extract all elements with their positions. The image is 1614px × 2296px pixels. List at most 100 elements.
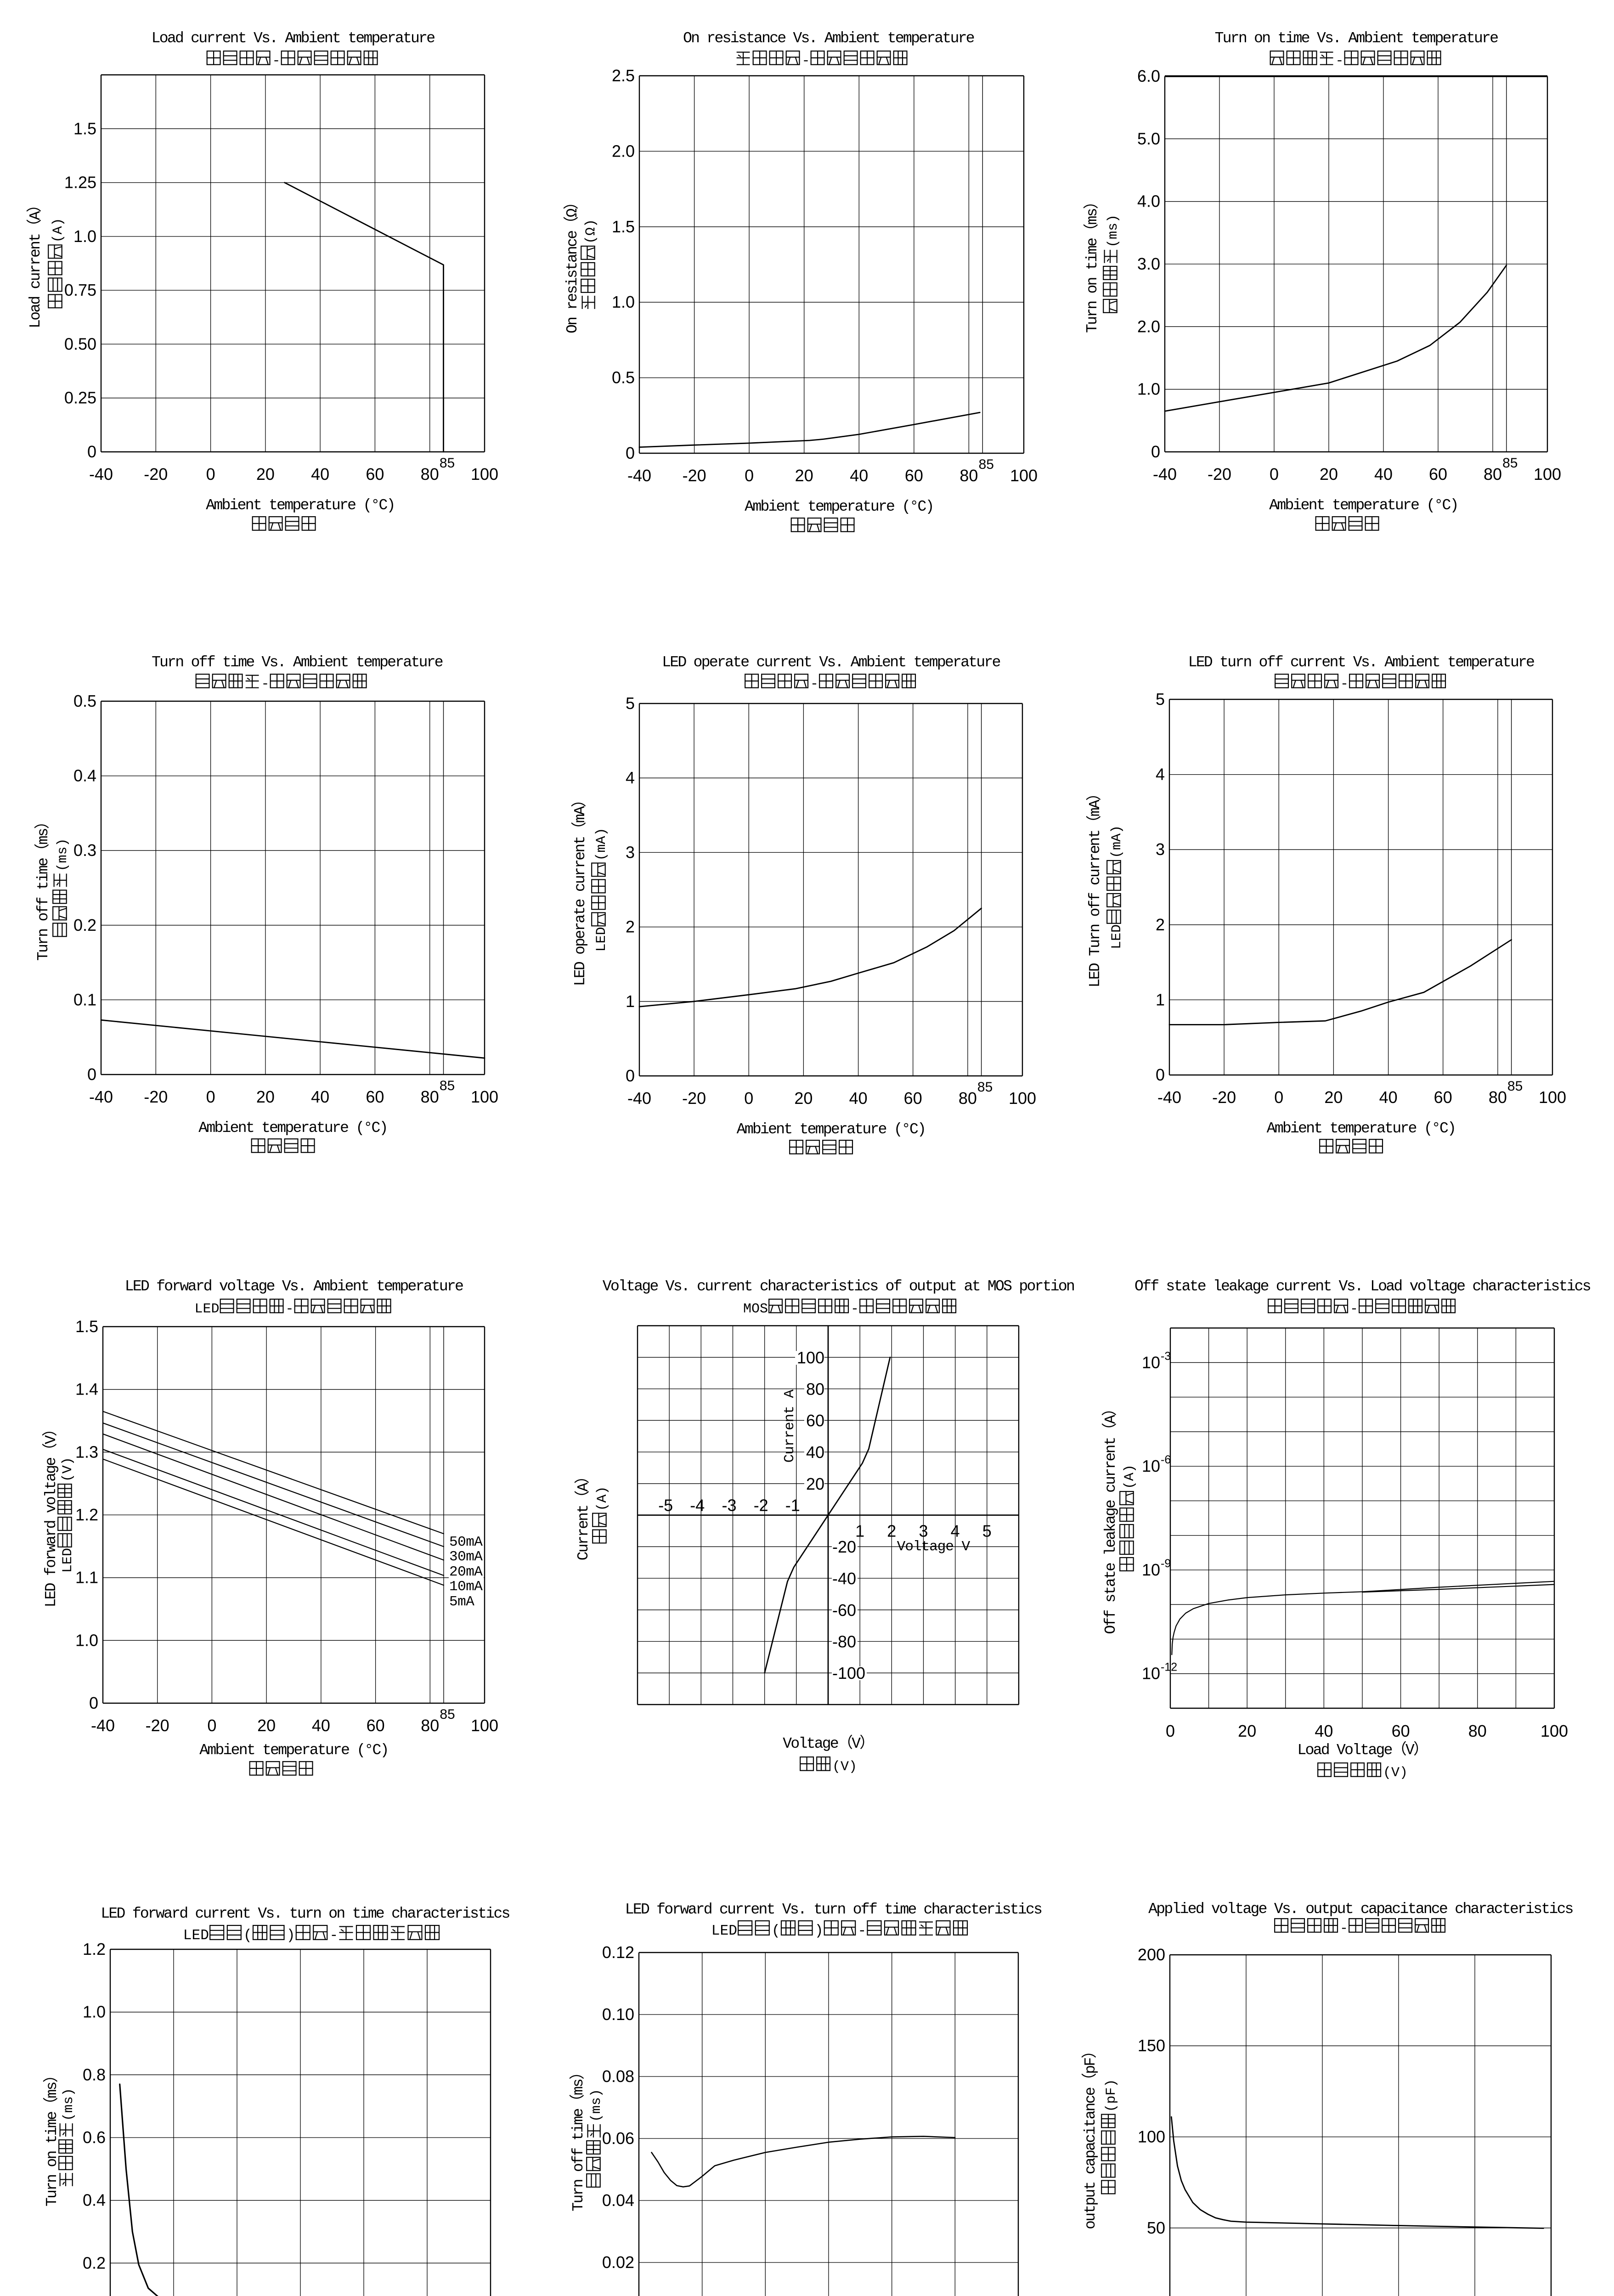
svg-text:0: 0 (1156, 1065, 1165, 1084)
svg-text:4: 4 (951, 1522, 960, 1541)
svg-text:85: 85 (977, 1080, 993, 1095)
svg-text:2.0: 2.0 (1137, 317, 1160, 336)
svg-text:200: 200 (1138, 1945, 1165, 1964)
svg-text:100: 100 (1138, 2127, 1165, 2146)
svg-text:6.0: 6.0 (1137, 67, 1160, 85)
svg-text:(ms): (ms) (61, 2088, 77, 2121)
svg-text:-20: -20 (682, 1089, 706, 1108)
svg-text:100: 100 (797, 1348, 824, 1367)
svg-text:(mA): (mA) (594, 827, 609, 861)
svg-text:100: 100 (1539, 1088, 1566, 1107)
svg-text:0.5: 0.5 (73, 692, 96, 710)
svg-text:-: - (272, 53, 281, 69)
svg-text:-40: -40 (1157, 1088, 1181, 1107)
svg-text:-: - (1350, 1301, 1358, 1317)
svg-text:(pF): (pF) (1104, 2079, 1119, 2112)
svg-text:(A): (A) (51, 218, 66, 242)
svg-text:1.0: 1.0 (73, 227, 96, 246)
svg-text:1.0: 1.0 (1137, 380, 1160, 399)
svg-text:20: 20 (806, 1474, 824, 1493)
svg-text:LED: LED (60, 1548, 76, 1573)
svg-text:80: 80 (421, 465, 439, 484)
svg-text:(: ( (772, 1923, 780, 1939)
svg-text:Load current（A）: Load current（A） (27, 198, 44, 328)
svg-text:20: 20 (795, 466, 813, 485)
svg-text:-: - (330, 1928, 339, 1944)
svg-text:0.12: 0.12 (602, 1943, 634, 1962)
svg-text:10: 10 (1142, 1664, 1160, 1683)
svg-text:LED Turn off current（mA）: LED Turn off current（mA） (1086, 787, 1104, 988)
svg-text:-3: -3 (1161, 1350, 1171, 1362)
svg-text:-20: -20 (683, 466, 706, 485)
svg-text:-6: -6 (1161, 1453, 1171, 1466)
svg-text:Turn on time（ms）: Turn on time（ms） (1084, 195, 1101, 333)
svg-text:85: 85 (440, 1078, 455, 1093)
svg-text:1: 1 (1156, 990, 1165, 1009)
svg-text:Voltage（V）: Voltage（V） (783, 1735, 873, 1752)
svg-text:-: - (802, 53, 810, 69)
svg-text:0.2: 0.2 (83, 2253, 106, 2272)
svg-text:LED: LED (711, 1923, 737, 1939)
svg-text:40: 40 (806, 1443, 824, 1462)
svg-text:-20: -20 (832, 1537, 856, 1556)
svg-text:60: 60 (366, 1087, 384, 1106)
svg-text:0.8: 0.8 (83, 2065, 106, 2084)
svg-text:100: 100 (1009, 1089, 1036, 1108)
svg-text:0: 0 (87, 442, 96, 461)
svg-text:60: 60 (1429, 465, 1447, 484)
svg-text:5: 5 (982, 1522, 992, 1541)
svg-text:85: 85 (440, 1707, 455, 1722)
svg-text:0.4: 0.4 (73, 766, 96, 785)
svg-text:0: 0 (207, 1716, 216, 1735)
svg-text:2.5: 2.5 (612, 66, 635, 85)
svg-text:3.0: 3.0 (1137, 254, 1160, 273)
svg-text:-20: -20 (1208, 465, 1231, 484)
svg-text:40: 40 (850, 466, 868, 485)
svg-text:60: 60 (905, 466, 923, 485)
svg-text:60: 60 (1392, 1722, 1410, 1740)
svg-text:0.25: 0.25 (64, 388, 96, 407)
svg-text:85: 85 (1507, 1079, 1523, 1094)
svg-text:-12: -12 (1161, 1661, 1177, 1674)
svg-text:0.5: 0.5 (612, 368, 635, 387)
svg-text:0: 0 (206, 1087, 215, 1106)
svg-text:output capacitance（pF）: output capacitance（pF） (1082, 2044, 1099, 2229)
svg-text:20mA: 20mA (449, 1564, 483, 1580)
svg-text:100: 100 (1541, 1722, 1568, 1740)
svg-text:-: - (286, 1301, 294, 1317)
svg-text:0: 0 (1270, 465, 1279, 484)
svg-text:1.2: 1.2 (75, 1505, 98, 1524)
svg-text:80: 80 (959, 1089, 977, 1108)
svg-text:100: 100 (471, 1716, 498, 1735)
svg-text:1.0: 1.0 (83, 2003, 106, 2021)
svg-text:2: 2 (887, 1522, 896, 1541)
svg-text:80: 80 (1484, 465, 1502, 484)
svg-text:0.4: 0.4 (83, 2191, 106, 2210)
svg-text:40: 40 (1374, 465, 1393, 484)
svg-text:0: 0 (206, 465, 215, 484)
svg-text:LED forward current Vs. turn o: LED forward current Vs. turn on time cha… (101, 1905, 509, 1922)
svg-text:Voltage Vs. current characteri: Voltage Vs. current characteristics of o… (603, 1278, 1074, 1295)
svg-text:100: 100 (1534, 465, 1561, 484)
svg-text:LED: LED (183, 1928, 209, 1944)
svg-text:(V): (V) (832, 1759, 857, 1775)
svg-text:10mA: 10mA (449, 1579, 483, 1595)
svg-text:Ambient temperature (°C): Ambient temperature (°C) (199, 1742, 388, 1759)
svg-text:(mA): (mA) (1109, 825, 1125, 858)
svg-text:-1: -1 (785, 1496, 800, 1515)
svg-text:60: 60 (904, 1089, 922, 1108)
svg-text:5.0: 5.0 (1137, 129, 1160, 148)
svg-text:2.0: 2.0 (612, 141, 635, 160)
svg-text:Ambient temperature (°C): Ambient temperature (°C) (1267, 1120, 1455, 1137)
svg-text:-80: -80 (832, 1632, 856, 1651)
svg-text:-2: -2 (754, 1496, 768, 1515)
svg-text:50mA: 50mA (449, 1534, 483, 1550)
svg-text:85: 85 (1502, 456, 1518, 471)
svg-text:5: 5 (626, 694, 635, 713)
svg-text:3: 3 (1156, 840, 1165, 859)
svg-text:1: 1 (626, 992, 635, 1011)
svg-text:0: 0 (1151, 442, 1160, 461)
svg-text:40: 40 (311, 465, 329, 484)
svg-text:4: 4 (1156, 765, 1165, 784)
svg-text:0.10: 0.10 (602, 2005, 634, 2024)
